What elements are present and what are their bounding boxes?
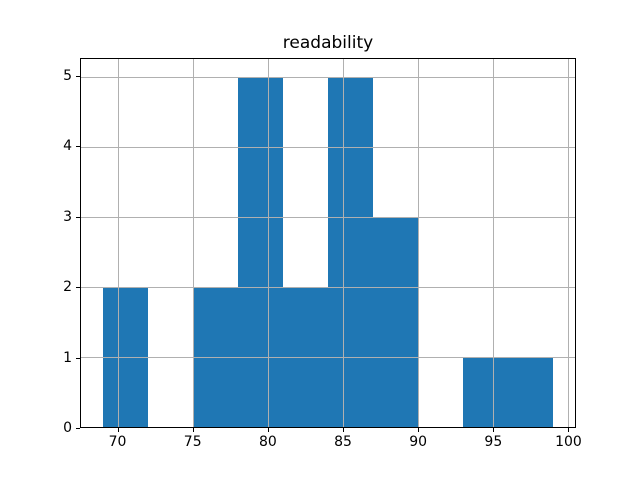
x-tick-mark (267, 428, 269, 432)
y-gridline (81, 146, 575, 148)
x-tick-mark (568, 428, 570, 432)
x-tick-mark (493, 428, 495, 432)
x-gridline (118, 59, 120, 427)
chart-title: readability (282, 33, 374, 53)
y-gridline (81, 216, 575, 218)
y-tick-label: 2 (63, 279, 72, 296)
y-tick-mark (76, 287, 80, 289)
y-gridline (81, 76, 575, 78)
histogram-bar (238, 76, 284, 427)
x-tick-mark (117, 428, 119, 432)
x-tick-label: 85 (334, 434, 352, 450)
x-tick-mark (343, 428, 345, 432)
y-tick-mark (76, 357, 80, 359)
y-gridline (81, 356, 575, 358)
x-gridline (417, 59, 419, 427)
y-tick-mark (76, 75, 80, 77)
y-tick-label: 3 (63, 208, 72, 225)
y-tick-label: 0 (63, 420, 72, 436)
x-tick-mark (192, 428, 194, 432)
y-tick-mark (76, 216, 80, 218)
x-tick-label: 95 (484, 434, 503, 450)
y-tick-mark (76, 428, 80, 429)
x-tick-label: 75 (183, 434, 202, 450)
x-tick-mark (418, 428, 420, 432)
y-tick-mark (76, 146, 80, 148)
x-tick-label: 80 (258, 434, 277, 450)
histogram-bar (372, 216, 418, 427)
x-tick-label: 70 (108, 434, 127, 450)
histogram-bar (507, 356, 553, 427)
y-tick-label: 5 (63, 67, 72, 84)
y-tick-label: 1 (63, 349, 72, 366)
histogram-bar (462, 356, 508, 427)
x-tick-label: 90 (409, 434, 428, 450)
x-gridline (268, 59, 270, 427)
histogram-bar (328, 76, 373, 427)
x-tick-label: 100 (555, 434, 582, 450)
x-gridline (342, 59, 344, 427)
y-gridline (81, 286, 575, 288)
x-gridline (492, 59, 494, 427)
x-gridline (567, 59, 569, 427)
x-gridline (193, 59, 195, 427)
y-tick-label: 4 (63, 138, 72, 155)
plot-area (80, 58, 576, 428)
